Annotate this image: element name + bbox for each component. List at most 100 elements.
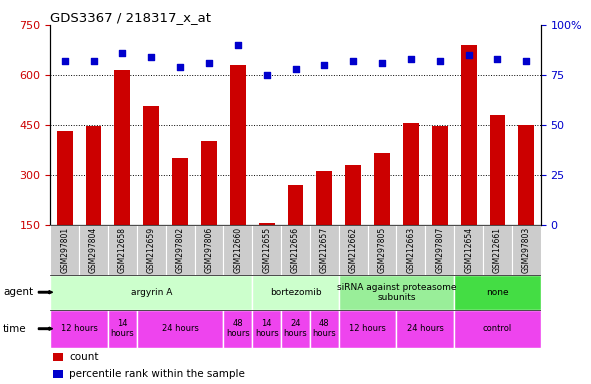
Text: 48
hours: 48 hours	[313, 319, 336, 338]
Point	[89, 58, 98, 64]
Bar	[194, 225, 223, 275]
Text: argyrin A: argyrin A	[131, 288, 172, 297]
Text: agent: agent	[3, 287, 33, 297]
Bar	[339, 275, 454, 310]
Text: GSM212658: GSM212658	[118, 227, 127, 273]
Text: 48
hours: 48 hours	[226, 319, 249, 338]
Bar	[115, 70, 130, 225]
Point	[291, 66, 300, 72]
Bar	[426, 225, 454, 275]
Point	[176, 64, 185, 70]
Text: GSM297807: GSM297807	[436, 227, 444, 273]
Bar	[281, 310, 310, 348]
Bar	[339, 310, 397, 348]
Bar	[137, 225, 165, 275]
Bar	[310, 225, 339, 275]
Point	[349, 58, 358, 64]
Text: 12 hours: 12 hours	[349, 324, 386, 333]
Bar	[281, 225, 310, 275]
Bar	[201, 141, 217, 225]
Bar	[454, 225, 483, 275]
Text: GSM297803: GSM297803	[522, 227, 531, 273]
Bar	[310, 310, 339, 348]
Bar	[53, 353, 63, 361]
Text: 24 hours: 24 hours	[162, 324, 199, 333]
Point	[377, 60, 387, 66]
Text: 12 hours: 12 hours	[61, 324, 98, 333]
Bar	[143, 106, 159, 225]
Bar	[316, 171, 332, 225]
Bar	[339, 225, 368, 275]
Point	[233, 42, 242, 48]
Text: siRNA against proteasome
subunits: siRNA against proteasome subunits	[337, 283, 456, 302]
Text: GSM212656: GSM212656	[291, 227, 300, 273]
Text: GSM212657: GSM212657	[320, 227, 329, 273]
Text: 14
hours: 14 hours	[111, 319, 134, 338]
Bar	[79, 225, 108, 275]
Bar	[252, 275, 339, 310]
Text: control: control	[483, 324, 512, 333]
Point	[147, 54, 156, 60]
Bar	[374, 153, 390, 225]
Bar	[50, 275, 252, 310]
Text: GSM297802: GSM297802	[176, 227, 184, 273]
Text: GSM297804: GSM297804	[89, 227, 98, 273]
Bar	[512, 225, 541, 275]
Text: percentile rank within the sample: percentile rank within the sample	[69, 369, 245, 379]
Bar	[137, 310, 223, 348]
Bar	[483, 225, 512, 275]
Point	[493, 56, 502, 62]
Bar	[252, 225, 281, 275]
Text: GDS3367 / 218317_x_at: GDS3367 / 218317_x_at	[50, 11, 211, 24]
Bar	[454, 275, 541, 310]
Text: GSM212661: GSM212661	[493, 227, 502, 273]
Bar	[86, 126, 102, 225]
Point	[204, 60, 214, 66]
Text: GSM297801: GSM297801	[60, 227, 69, 273]
Point	[60, 58, 69, 64]
Bar	[230, 65, 246, 225]
Text: bortezomib: bortezomib	[269, 288, 322, 297]
Text: none: none	[486, 288, 509, 297]
Bar	[518, 125, 534, 225]
Text: GSM212660: GSM212660	[233, 227, 242, 273]
Bar	[252, 310, 281, 348]
Bar	[165, 225, 194, 275]
Bar	[172, 158, 188, 225]
Bar	[345, 165, 361, 225]
Text: GSM212654: GSM212654	[464, 227, 473, 273]
Text: 24
hours: 24 hours	[284, 319, 307, 338]
Text: GSM297806: GSM297806	[204, 227, 213, 273]
Bar	[57, 131, 73, 225]
Bar	[108, 225, 137, 275]
Point	[262, 72, 271, 78]
Point	[320, 62, 329, 68]
Bar	[432, 126, 448, 225]
Point	[435, 58, 444, 64]
Bar	[108, 310, 137, 348]
Text: GSM212659: GSM212659	[147, 227, 155, 273]
Bar	[288, 185, 303, 225]
Bar	[489, 115, 505, 225]
Bar	[403, 123, 419, 225]
Text: GSM212655: GSM212655	[262, 227, 271, 273]
Bar	[397, 310, 454, 348]
Text: count: count	[69, 353, 98, 362]
Text: GSM212662: GSM212662	[349, 227, 358, 273]
Point	[464, 52, 473, 58]
Text: 14
hours: 14 hours	[255, 319, 278, 338]
Text: GSM212663: GSM212663	[407, 227, 415, 273]
Bar	[50, 225, 79, 275]
Bar	[53, 370, 63, 378]
Bar	[223, 225, 252, 275]
Bar	[50, 310, 108, 348]
Bar	[397, 225, 426, 275]
Bar	[259, 223, 275, 225]
Bar	[368, 225, 397, 275]
Text: GSM297805: GSM297805	[378, 227, 387, 273]
Bar	[454, 310, 541, 348]
Text: time: time	[3, 324, 27, 334]
Text: 24 hours: 24 hours	[407, 324, 444, 333]
Point	[406, 56, 415, 62]
Point	[522, 58, 531, 64]
